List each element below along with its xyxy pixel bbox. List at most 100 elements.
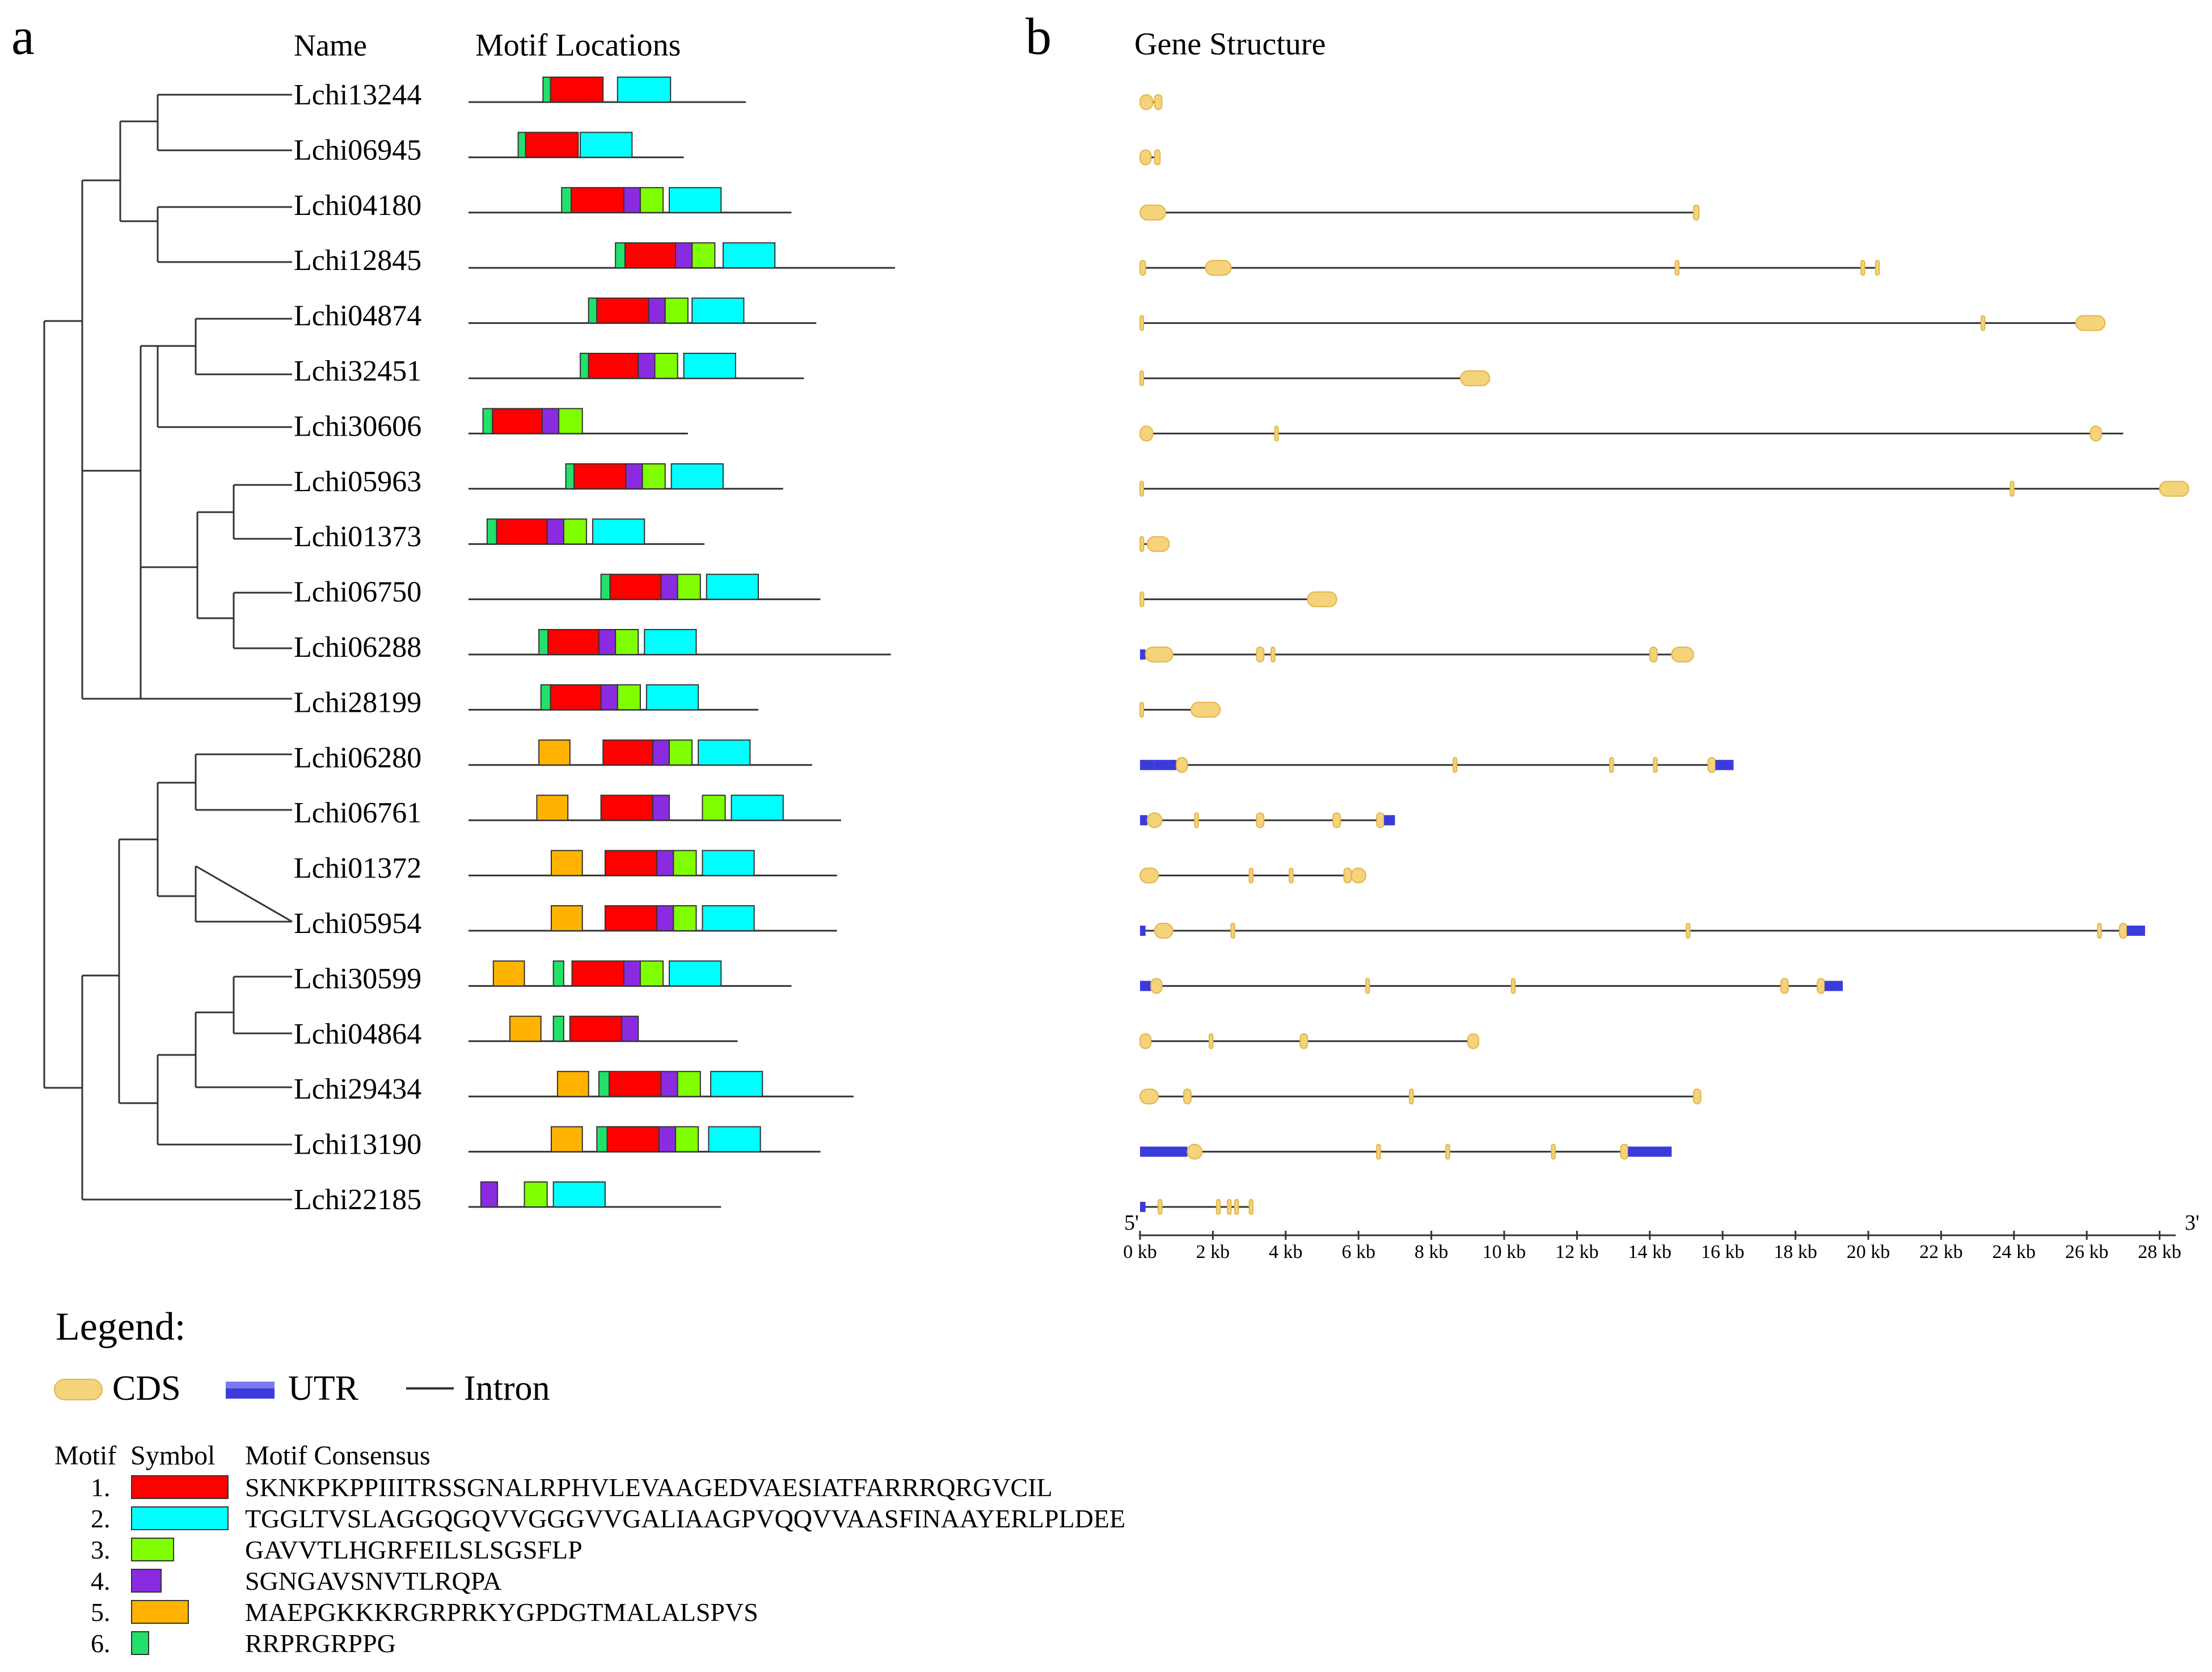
cds-block — [1692, 1088, 1702, 1105]
cds-block — [2097, 923, 2102, 939]
gene-name: Lchi06945 — [294, 134, 421, 166]
cds-block — [1230, 923, 1235, 939]
motif-2-box — [644, 629, 697, 655]
cds-block — [1205, 260, 1232, 276]
cds-block — [1215, 1199, 1221, 1215]
cds-block — [1981, 315, 1986, 331]
motif-5-box — [509, 1015, 542, 1042]
gene-name: Lchi13244 — [294, 79, 421, 111]
motif-3-box — [702, 795, 726, 821]
cds-block — [1692, 204, 1700, 221]
motif-3-box — [654, 353, 678, 379]
motif-6-box — [542, 77, 551, 103]
legend-motif-number: 3. — [91, 1535, 111, 1564]
motif-4-box — [652, 795, 670, 821]
motif-6-box — [588, 297, 598, 324]
legend-intron-label: Intron — [464, 1369, 550, 1408]
motif-3-box — [639, 187, 664, 213]
cds-block — [1860, 260, 1865, 276]
cds-block — [1139, 591, 1145, 607]
motif-6-box — [482, 408, 493, 434]
motif-3-box — [524, 1181, 548, 1207]
motif-1-box — [602, 739, 653, 766]
motif-5-box — [551, 1126, 583, 1152]
cds-block — [1510, 978, 1516, 994]
motif-1-box — [550, 77, 604, 103]
gene-row: Lchi12845 — [294, 242, 1880, 277]
legend-motif-rows: 1. SKNKPKPPIIITRSSGNALRPHVLEVAAGEDVAESIAT… — [91, 1473, 1125, 1658]
motif-1-box — [569, 1015, 623, 1042]
utr-block — [1140, 981, 1151, 991]
motif-6-box — [580, 353, 589, 379]
utr-block — [1140, 759, 1155, 770]
symbol-col-header: Symbol — [130, 1441, 215, 1471]
axis-tick-label: 2 kb — [1196, 1242, 1230, 1263]
motif-3-box — [617, 684, 641, 711]
utr-block — [1384, 815, 1395, 826]
motif-4-box — [621, 1015, 639, 1042]
gene-row: Lchi06750 — [294, 573, 1337, 609]
axis-tick-label: 22 kb — [1919, 1242, 1963, 1263]
motif-5-box — [536, 795, 569, 821]
motif-6-box — [615, 242, 626, 269]
gene-structure-title: Gene Structure — [1134, 27, 1325, 62]
cds-block — [1139, 94, 1154, 110]
cds-block — [1194, 812, 1199, 829]
cds-block — [1409, 1088, 1414, 1105]
motif-5-box — [551, 850, 583, 876]
gene-name: Lchi30606 — [294, 410, 421, 442]
motif-2-box — [552, 1181, 606, 1207]
cds-block — [1653, 757, 1658, 773]
gene-name: Lchi04874 — [294, 300, 421, 332]
legend-motif-consensus: RRPRGRPPG — [245, 1629, 396, 1658]
gene-row: Lchi06280 — [294, 739, 1734, 774]
gene-row: Lchi06288 — [294, 629, 1694, 664]
motif-5-box — [556, 1071, 589, 1097]
gene-name: Lchi04864 — [294, 1018, 421, 1050]
motif-4-box — [660, 573, 678, 600]
gene-name: Lchi13190 — [294, 1129, 421, 1161]
gene-row: Lchi22185 — [294, 1181, 1254, 1216]
motif-1-box — [573, 463, 627, 489]
legend-motif-consensus: MAEPGKKKRGRPRKYGPDGTMALALSPVS — [245, 1598, 758, 1627]
motif-6-box — [596, 1126, 608, 1152]
cds-block — [1139, 425, 1154, 442]
gene-name: Lchi12845 — [294, 244, 421, 277]
cds-block — [1453, 757, 1458, 773]
cds-block — [1467, 1033, 1480, 1049]
cds-block — [1139, 370, 1144, 386]
motif-col-header: Motif — [54, 1441, 116, 1471]
gene-name: Lchi06280 — [294, 742, 421, 774]
motif-3-box — [615, 629, 639, 655]
motif-2-box — [617, 77, 672, 103]
motif-4-box — [623, 187, 641, 213]
utr-block — [1140, 649, 1146, 660]
axis-tick-label: 24 kb — [1993, 1242, 2036, 1263]
cds-block — [1139, 480, 1144, 497]
motif-2-box — [698, 739, 751, 766]
gene-row: Lchi04180 — [294, 187, 1700, 222]
motif-4-box — [648, 297, 666, 324]
motif-1-box — [624, 242, 676, 269]
motif-6-box — [540, 684, 551, 711]
gene-name: Lchi06288 — [294, 631, 421, 664]
axis-tick-label: 0 kb — [1123, 1242, 1157, 1263]
gene-row: Lchi28199 — [294, 684, 1221, 719]
motif-1-box — [547, 629, 600, 655]
cds-block — [1158, 1199, 1163, 1215]
cds-block — [1139, 149, 1152, 166]
motif-3-box — [675, 1126, 699, 1152]
motif-1-box — [606, 1126, 660, 1152]
gene-row: Lchi05954 — [294, 905, 2145, 940]
utr-block — [1715, 759, 1734, 770]
motif-1-box — [571, 187, 624, 213]
motif-6-box — [552, 1015, 564, 1042]
phylogenetic-tree — [43, 94, 293, 1201]
cds-block — [1376, 1143, 1381, 1160]
motif-4-box — [625, 463, 643, 489]
motif-2-box — [706, 573, 759, 600]
cds-block — [1227, 1199, 1232, 1215]
utr-block — [2126, 926, 2145, 936]
axis-tick-label: 28 kb — [2138, 1242, 2181, 1263]
motif-1-box — [550, 684, 602, 711]
